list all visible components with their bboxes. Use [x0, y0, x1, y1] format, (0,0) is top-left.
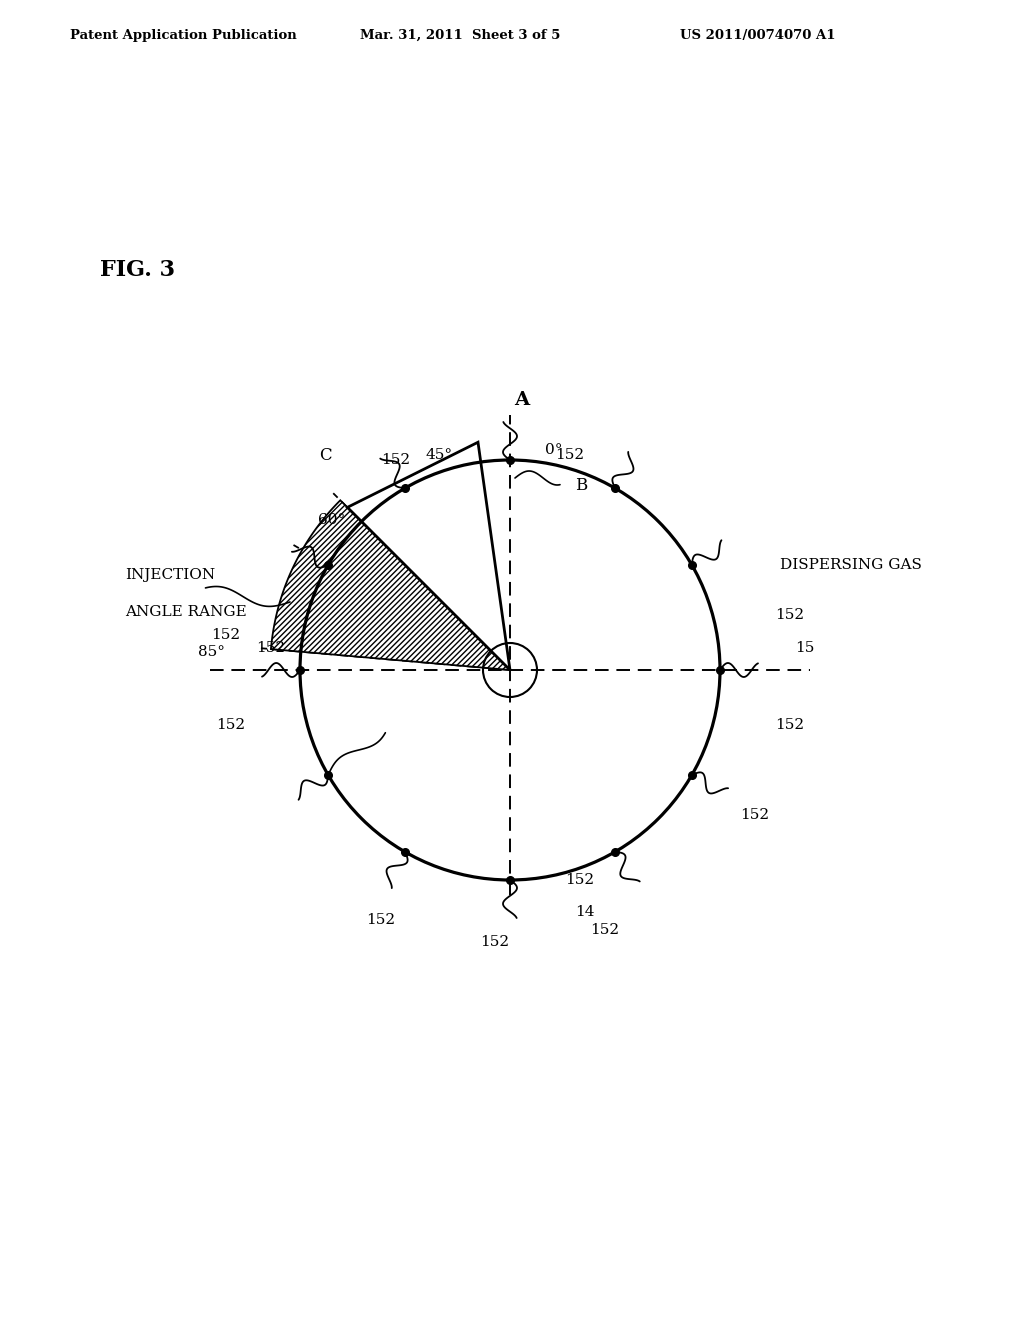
Text: Mar. 31, 2011  Sheet 3 of 5: Mar. 31, 2011 Sheet 3 of 5 [360, 29, 560, 41]
Text: INJECTION: INJECTION [125, 568, 215, 582]
Text: 152: 152 [256, 642, 285, 655]
Text: 85°: 85° [198, 645, 225, 659]
Text: C: C [318, 446, 332, 463]
Text: 152: 152 [381, 453, 410, 467]
Text: B: B [575, 477, 587, 494]
Text: DISPERSING GAS: DISPERSING GAS [780, 558, 922, 572]
Text: 152: 152 [590, 923, 620, 937]
Polygon shape [271, 500, 510, 671]
Text: 152: 152 [740, 808, 769, 822]
Text: 152: 152 [565, 873, 594, 887]
Text: 152: 152 [211, 628, 240, 642]
Text: 15: 15 [795, 642, 814, 655]
Text: A: A [514, 391, 529, 409]
Text: 0°: 0° [545, 444, 562, 457]
Text: 14: 14 [575, 906, 595, 919]
Text: 45°: 45° [425, 447, 453, 462]
Text: 152: 152 [216, 718, 245, 733]
Text: 60°: 60° [317, 513, 345, 527]
Text: 152: 152 [480, 935, 510, 949]
Text: 152: 152 [775, 718, 804, 733]
Text: FIG. 3: FIG. 3 [100, 259, 175, 281]
Text: Patent Application Publication: Patent Application Publication [70, 29, 297, 41]
Text: 152: 152 [775, 609, 804, 622]
Text: US 2011/0074070 A1: US 2011/0074070 A1 [680, 29, 836, 41]
Text: ANGLE RANGE: ANGLE RANGE [125, 605, 247, 619]
Text: 152: 152 [366, 913, 395, 927]
Text: 152: 152 [555, 447, 584, 462]
